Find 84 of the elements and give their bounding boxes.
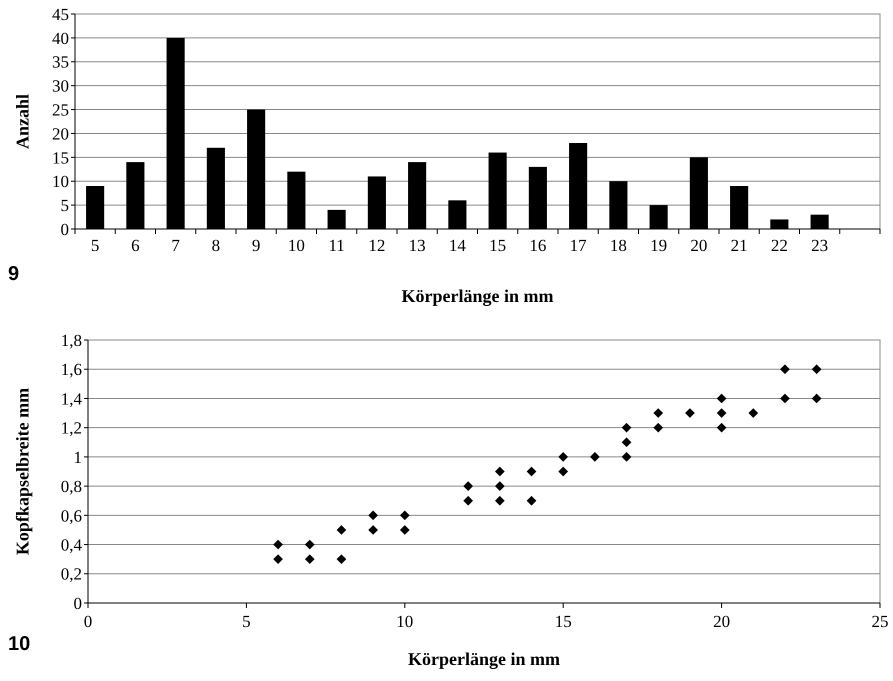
y-axis-title: Kopfkapselbreite mm: [12, 388, 32, 556]
y-tick-label: 0,4: [60, 536, 82, 555]
point: [653, 422, 664, 433]
y-tick-label: 35: [52, 52, 69, 72]
y-tick-label: 15: [52, 148, 69, 168]
point: [716, 394, 726, 404]
point: [400, 525, 410, 535]
point: [622, 422, 632, 433]
y-tick-label: 0: [60, 220, 69, 239]
y-tick-label: 0: [74, 594, 82, 613]
point: [716, 408, 726, 418]
y-tick-label: 1,4: [60, 389, 82, 408]
x-tick-label: 12: [368, 236, 386, 255]
point: [368, 510, 378, 520]
point: [653, 408, 664, 418]
y-tick-label: 40: [52, 28, 69, 48]
point: [685, 408, 695, 418]
point: [494, 496, 505, 506]
point: [558, 466, 568, 476]
x-tick-label: 6: [131, 236, 140, 255]
x-tick-label: 16: [529, 236, 546, 255]
point: [622, 452, 632, 462]
x-tick-label: 19: [650, 236, 668, 255]
x-tick-label: 10: [288, 236, 305, 255]
point: [622, 437, 632, 448]
y-tick-label: 0,8: [60, 477, 82, 496]
x-tick-label: 22: [770, 236, 788, 255]
x-tick-label: 11: [328, 236, 345, 255]
x-tick-label: 20: [713, 612, 730, 631]
x-tick-label: 9: [252, 236, 260, 255]
y-tick-label: 10: [52, 172, 69, 192]
x-tick-label: 15: [554, 612, 572, 631]
point: [716, 422, 726, 433]
point: [748, 408, 758, 418]
point: [304, 540, 315, 550]
point: [812, 364, 822, 374]
point: [273, 540, 283, 550]
point: [526, 466, 536, 476]
point: [526, 496, 536, 506]
y-tick-label: 1: [74, 448, 82, 467]
point: [463, 481, 474, 491]
point: [558, 452, 568, 462]
y-tick-label: 5: [60, 196, 69, 216]
point: [463, 496, 474, 506]
y-tick-label: 1,8: [60, 330, 82, 350]
text: 9: [8, 263, 20, 285]
point: [336, 525, 346, 535]
point: [494, 481, 505, 491]
x-axis-title: Körperlänge in mm: [402, 286, 554, 306]
point: [494, 466, 505, 476]
x-tick-label: 21: [730, 236, 748, 255]
y-tick-label: 1,6: [60, 360, 82, 380]
x-tick-label: 23: [811, 236, 828, 255]
point: [336, 554, 346, 564]
x-tick-label: 13: [408, 236, 426, 255]
point: [780, 364, 790, 374]
y-tick-label: 0,2: [60, 564, 82, 584]
x-tick-label: 14: [448, 236, 466, 255]
x-tick-label: 25: [872, 612, 888, 631]
x-tick-label: 15: [489, 236, 506, 255]
text: 10: [8, 633, 30, 655]
x-tick-label: 17: [570, 236, 588, 255]
x-tick-label: 5: [90, 236, 100, 255]
y-tick-label: 45: [52, 4, 69, 24]
y-axis-title: Anzahl: [12, 94, 32, 150]
x-tick-label: 10: [396, 612, 414, 631]
x-tick-label: 20: [690, 236, 708, 255]
y-tick-label: 1,2: [60, 418, 82, 438]
x-axis-title: Körperlänge in mm: [408, 649, 560, 669]
y-tick-label: 25: [52, 100, 69, 120]
x-tick-label: 7: [171, 236, 180, 255]
point: [273, 554, 283, 564]
point: [400, 510, 410, 520]
y-tick-label: 20: [52, 124, 69, 144]
y-tick-label: 30: [52, 76, 69, 96]
point: [304, 554, 315, 564]
point: [368, 525, 378, 535]
point: [590, 452, 600, 462]
x-tick-label: 8: [212, 236, 220, 255]
point: [780, 394, 790, 404]
x-tick-label: 5: [242, 612, 251, 631]
y-tick-label: 0,6: [60, 506, 82, 526]
point: [812, 394, 822, 404]
x-tick-label: 18: [610, 236, 627, 255]
